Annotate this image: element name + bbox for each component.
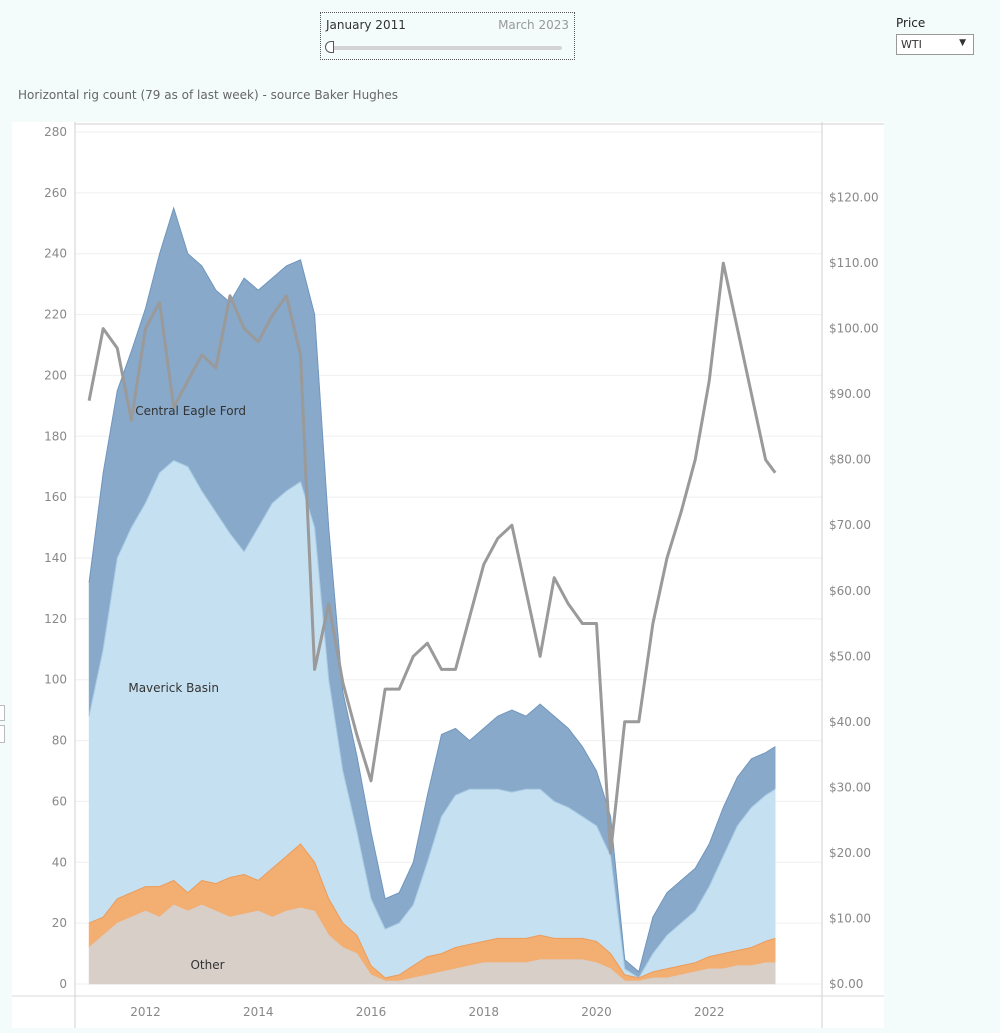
wti-price-line	[87, 261, 777, 855]
y-left-tick-5: 100	[44, 673, 67, 687]
y-right-tick-6: $60.00	[829, 584, 871, 598]
area-maverick-basin-edge	[88, 460, 776, 979]
y-right-tick-0: $0.00	[829, 977, 863, 991]
price-dropdown-value: WTI	[901, 38, 922, 51]
range-slider-track[interactable]	[330, 46, 562, 50]
y-left-tick-7: 140	[44, 551, 67, 565]
y-left-tick-13: 260	[44, 186, 67, 200]
y-left-tick-10: 200	[44, 368, 67, 382]
y-right-tick-10: $100.00	[829, 322, 879, 336]
y-left-tick-8: 160	[44, 490, 67, 504]
y-right-tick-3: $30.00	[829, 780, 871, 794]
range-end-label: March 2023	[498, 18, 569, 32]
x-tick-4: 2020	[581, 1005, 612, 1019]
y-right-tick-5: $50.00	[829, 649, 871, 663]
price-dropdown[interactable]: WTI ▼	[896, 34, 974, 55]
area-central-eagle-ford-edge	[88, 206, 776, 973]
collapsed-panel-handle[interactable]	[0, 705, 5, 721]
price-selector-label: Price	[896, 16, 926, 30]
y-right-tick-4: $40.00	[829, 715, 871, 729]
y-left-tick-9: 180	[44, 429, 67, 443]
chart-area: Central Eagle Ford Maverick Basin Other 0 20…	[12, 122, 884, 1028]
area-other-mid-edge	[88, 843, 776, 979]
y-left-tick-0: 0	[59, 977, 67, 991]
range-start-label: January 2011	[326, 18, 406, 32]
y-left-tick-3: 60	[52, 794, 67, 808]
y-right-tick-11: $110.00	[829, 256, 879, 270]
area-other	[88, 904, 776, 985]
y-right-tick-8: $80.00	[829, 453, 871, 467]
y-right-tick-9: $90.00	[829, 387, 871, 401]
y-left-tick-11: 220	[44, 308, 67, 322]
x-tick-1: 2014	[243, 1005, 274, 1019]
x-tick-0: 2012	[130, 1005, 161, 1019]
date-range-filter[interactable]: January 2011 March 2023	[320, 12, 575, 60]
y-right-tick-12: $120.00	[829, 191, 879, 205]
area-label-1: Maverick Basin	[128, 681, 219, 695]
y-right-tick-7: $70.00	[829, 518, 871, 532]
y-right-tick-2: $20.00	[829, 846, 871, 860]
x-tick-5: 2022	[694, 1005, 725, 1019]
chevron-down-icon: ▼	[959, 38, 966, 48]
collapsed-panel-handle-2[interactable]	[0, 725, 5, 743]
area-label-2: Other	[190, 958, 224, 972]
y-left-tick-4: 80	[52, 734, 67, 748]
y-right-tick-1: $10.00	[829, 911, 871, 925]
y-left-tick-6: 120	[44, 612, 67, 626]
x-tick-2: 2016	[356, 1005, 387, 1019]
chart-title: Horizontal rig count (79 as of last week…	[18, 88, 399, 102]
y-left-tick-2: 40	[52, 855, 67, 869]
y-left-tick-12: 240	[44, 247, 67, 261]
y-left-tick-14: 280	[44, 125, 67, 139]
x-tick-3: 2018	[468, 1005, 499, 1019]
rig-count-chart: Central Eagle Ford Maverick Basin Other 0 20…	[12, 122, 884, 1028]
range-slider-handle[interactable]	[325, 41, 334, 53]
y-left-tick-1: 20	[52, 916, 67, 930]
area-label-0: Central Eagle Ford	[135, 404, 246, 418]
